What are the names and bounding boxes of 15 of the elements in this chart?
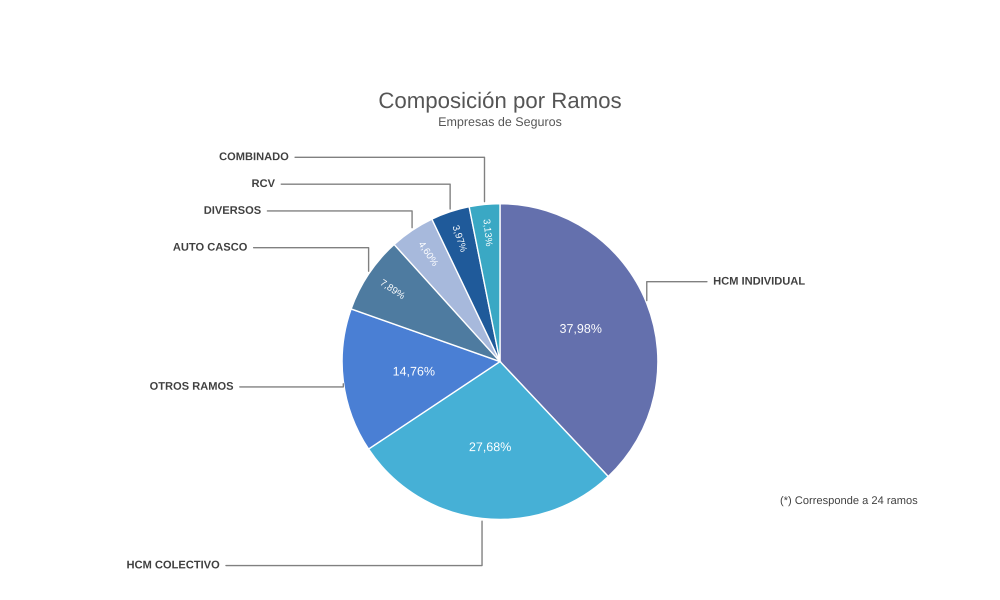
data-label: 3,13% xyxy=(482,218,493,246)
slice-label: HCM COLECTIVO xyxy=(127,560,220,568)
text: (*) Corresponde a 24 ramos xyxy=(780,496,918,506)
slice-label: AUTO CASCO xyxy=(173,242,247,251)
data-label: 27,68% xyxy=(470,442,511,453)
chart-subtitle: Empresas de Seguros xyxy=(439,116,562,129)
slice-label: HCM INDIVIDUAL xyxy=(714,276,805,285)
slice-label: COMBINADO xyxy=(220,152,288,160)
data-label: 14,76% xyxy=(394,366,435,378)
slice-label: OTROS RAMOS xyxy=(150,382,234,390)
data-label: 37,98% xyxy=(560,324,602,334)
slice-label: RCV xyxy=(252,179,275,188)
chart-title: Composición por Ramos xyxy=(379,92,621,113)
data-label: 3,97% xyxy=(451,224,468,253)
slice-label: DIVERSOS xyxy=(204,206,261,214)
